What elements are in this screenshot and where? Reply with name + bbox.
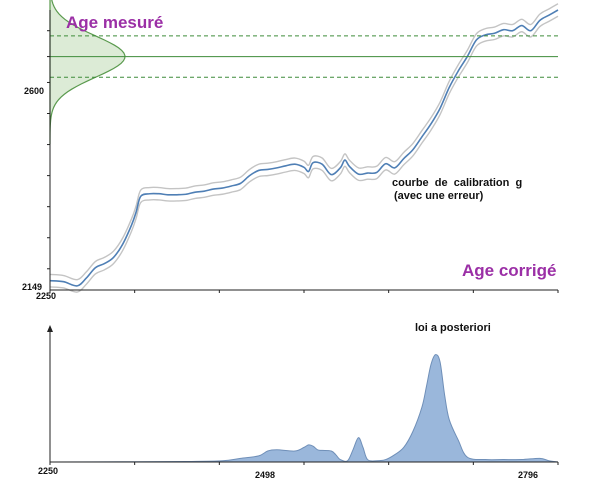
posterior-density — [49, 354, 559, 463]
posterior-chart: loi a posteriori 2250 2498 2796 — [38, 322, 559, 480]
posterior-label: loi a posteriori — [415, 322, 491, 334]
calibration-x-ticks — [49, 290, 559, 293]
calibration-upper-bound — [49, 3, 559, 281]
calibration-curve — [49, 9, 559, 287]
calibration-error-label: (avec une erreur) — [394, 190, 484, 202]
x-tick-label-2250-bottom: 2250 — [38, 466, 58, 476]
y-tick-label-2149: 2149 — [22, 282, 42, 292]
measured-age-density — [49, 0, 126, 145]
measured-age-label: Age mesuré — [66, 13, 163, 32]
calibration-curve-label: courbe de calibration g — [392, 177, 522, 189]
calibration-lower-bound — [49, 15, 559, 293]
y-tick-label-2600: 2600 — [24, 86, 44, 96]
posterior-x-ticks — [49, 462, 559, 465]
corrected-age-label: Age corrigé — [462, 261, 556, 280]
x-tick-label-2796: 2796 — [518, 470, 538, 480]
calibration-y-ticks — [47, 30, 50, 270]
posterior-y-axis-arrow — [47, 325, 53, 332]
x-tick-label-2498: 2498 — [255, 470, 275, 480]
calibration-chart: Age mesuré Age corrigé courbe de calibra… — [22, 0, 559, 301]
x-tick-label-2250-top: 2250 — [36, 291, 56, 301]
